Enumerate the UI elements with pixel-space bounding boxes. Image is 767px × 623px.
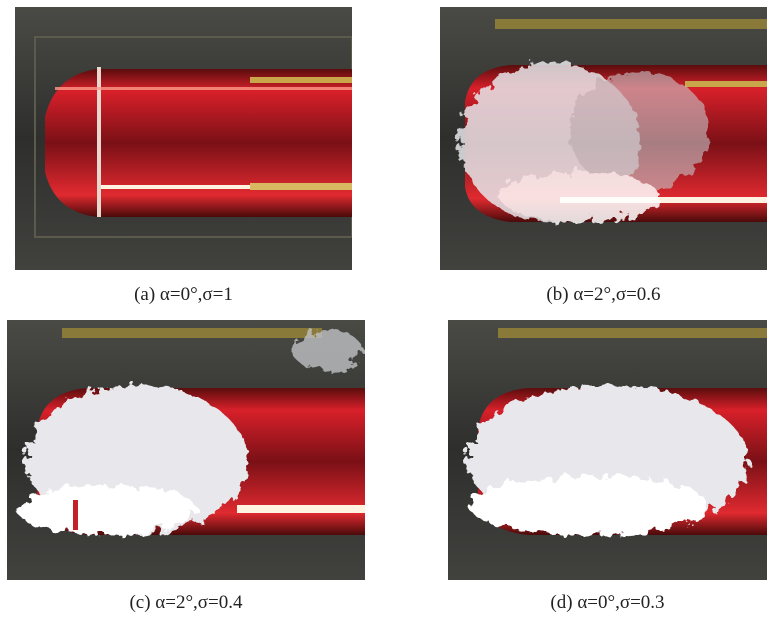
caption: (a) α=0°,σ=1 [15,284,352,306]
figure: (a) α=0°,σ=1 (b) α=2°,σ=0.6 (c) α=2°,σ=0… [0,0,767,623]
photo-b [440,7,767,270]
photo-a [15,7,352,270]
caption: (d) α=0°,σ=0.3 [448,592,767,614]
photo-d [448,320,767,580]
photo-c [7,320,365,580]
caption: (b) α=2°,σ=0.6 [440,284,767,306]
caption: (c) α=2°,σ=0.4 [7,592,365,614]
